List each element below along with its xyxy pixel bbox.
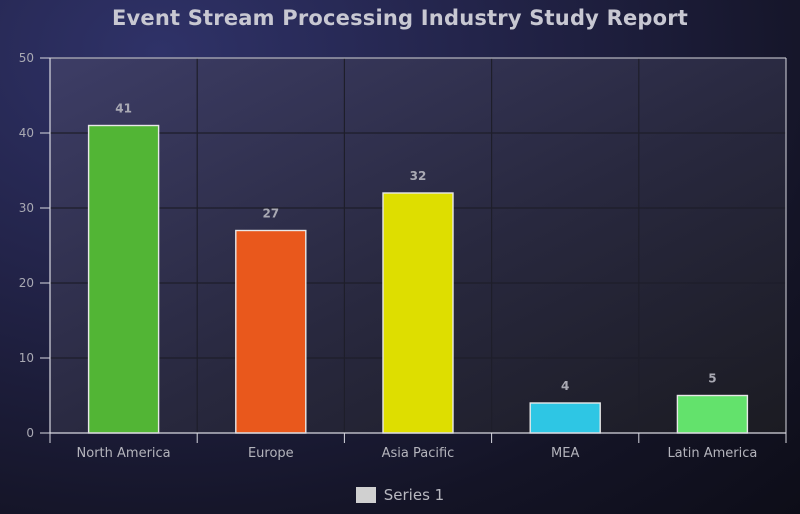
x-tick-label: Europe [248,446,294,461]
data-label: 32 [410,169,427,183]
y-tick-label: 0 [26,426,34,440]
chart-title: Event Stream Processing Industry Study R… [111,6,689,30]
y-tick-label: 10 [19,351,34,365]
data-label: 41 [115,102,132,116]
y-tick-label: 50 [19,51,34,65]
legend[interactable]: Series 1 [0,486,800,504]
y-tick-label: 30 [19,201,34,215]
x-tick-label: Latin America [667,446,757,461]
bar [87,124,160,434]
data-label: 5 [708,372,716,386]
axes [40,57,787,443]
bars [87,124,749,434]
data-label: 4 [561,379,569,393]
y-tick-label: 20 [19,276,34,290]
bar [676,394,749,434]
legend-swatch[interactable] [355,487,376,503]
bar [529,402,601,434]
y-tick-label: 40 [19,126,34,140]
data-label: 27 [262,207,279,221]
x-tick-label: North America [77,446,171,461]
legend-label[interactable]: Series 1 [383,486,445,504]
x-tick-label: Asia Pacific [382,446,455,461]
x-tick-label: MEA [551,446,579,461]
bar [235,229,307,434]
bar [382,192,454,434]
